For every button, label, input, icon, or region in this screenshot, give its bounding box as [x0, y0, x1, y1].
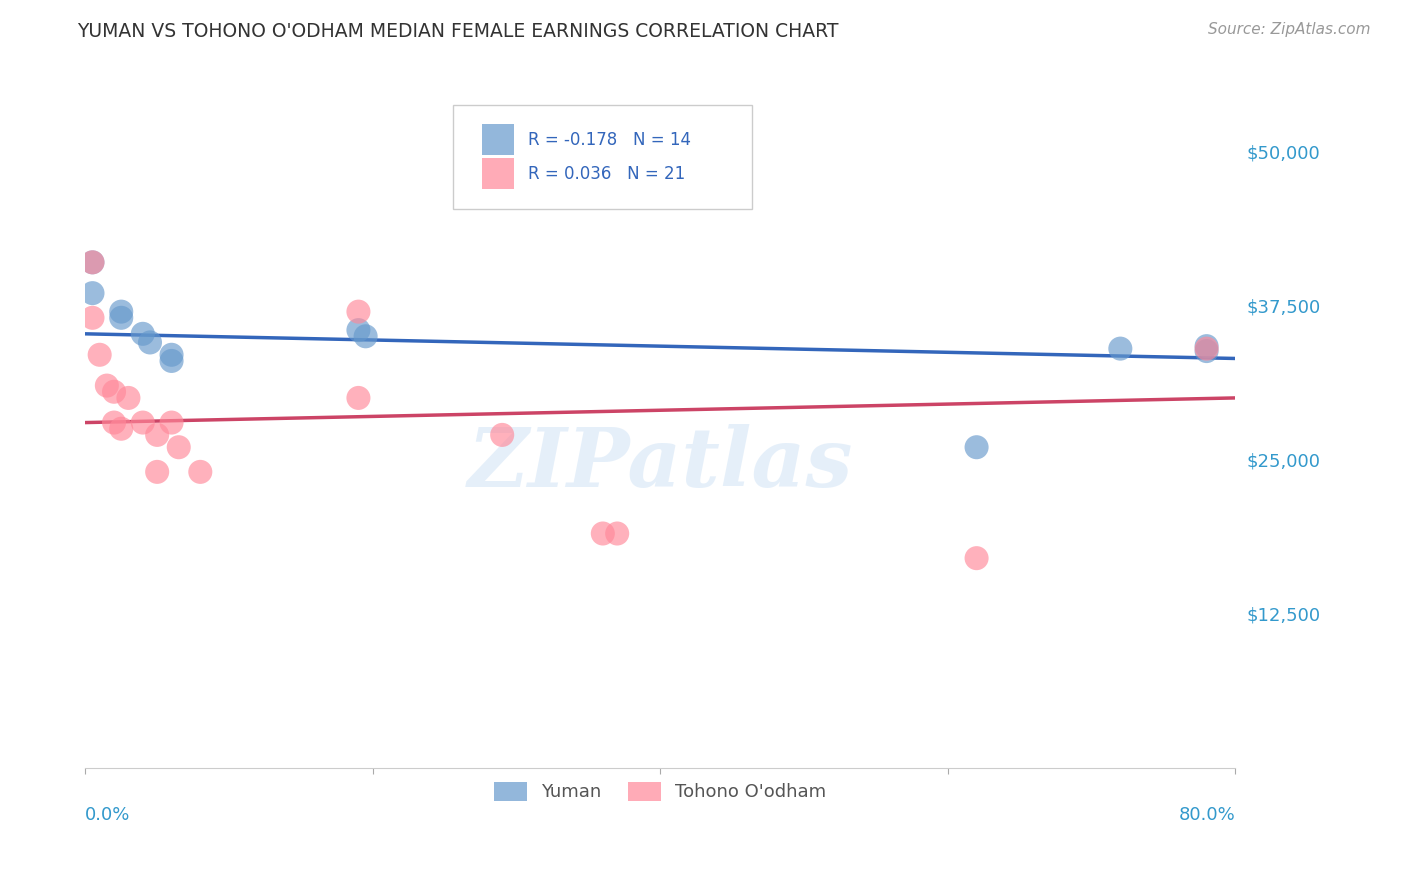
Text: 0.0%: 0.0%	[86, 805, 131, 823]
Point	[82, 255, 104, 269]
Point	[160, 416, 183, 430]
Point	[491, 428, 513, 442]
Point	[1109, 342, 1132, 356]
Text: ZIPatlas: ZIPatlas	[468, 424, 853, 504]
Point	[103, 416, 125, 430]
Point	[1195, 344, 1218, 359]
Point	[146, 428, 169, 442]
Point	[1195, 342, 1218, 356]
Point	[966, 440, 988, 454]
Point	[347, 304, 370, 318]
Point	[82, 255, 104, 269]
Point	[188, 465, 211, 479]
Point	[110, 304, 132, 318]
Bar	[482, 158, 515, 189]
Point	[347, 391, 370, 405]
Point	[146, 465, 169, 479]
Point	[89, 348, 111, 362]
Point	[82, 310, 104, 325]
Point	[103, 384, 125, 399]
Point	[132, 416, 155, 430]
Point	[167, 440, 190, 454]
FancyBboxPatch shape	[453, 105, 752, 209]
Point	[117, 391, 139, 405]
Point	[160, 348, 183, 362]
Point	[160, 354, 183, 368]
Text: YUMAN VS TOHONO O'ODHAM MEDIAN FEMALE EARNINGS CORRELATION CHART: YUMAN VS TOHONO O'ODHAM MEDIAN FEMALE EA…	[77, 22, 839, 41]
Point	[132, 326, 155, 341]
Point	[966, 551, 988, 566]
Point	[96, 378, 118, 392]
Legend: Yuman, Tohono O'odham: Yuman, Tohono O'odham	[485, 773, 835, 811]
Point	[1195, 339, 1218, 353]
Point	[354, 329, 377, 343]
Point	[82, 286, 104, 301]
Point	[110, 310, 132, 325]
Bar	[482, 124, 515, 154]
Text: 80.0%: 80.0%	[1178, 805, 1236, 823]
Text: R = -0.178   N = 14: R = -0.178 N = 14	[529, 130, 692, 149]
Point	[606, 526, 628, 541]
Text: R = 0.036   N = 21: R = 0.036 N = 21	[529, 165, 685, 183]
Point	[592, 526, 614, 541]
Point	[139, 335, 162, 350]
Text: Source: ZipAtlas.com: Source: ZipAtlas.com	[1208, 22, 1371, 37]
Point	[110, 422, 132, 436]
Point	[347, 323, 370, 337]
